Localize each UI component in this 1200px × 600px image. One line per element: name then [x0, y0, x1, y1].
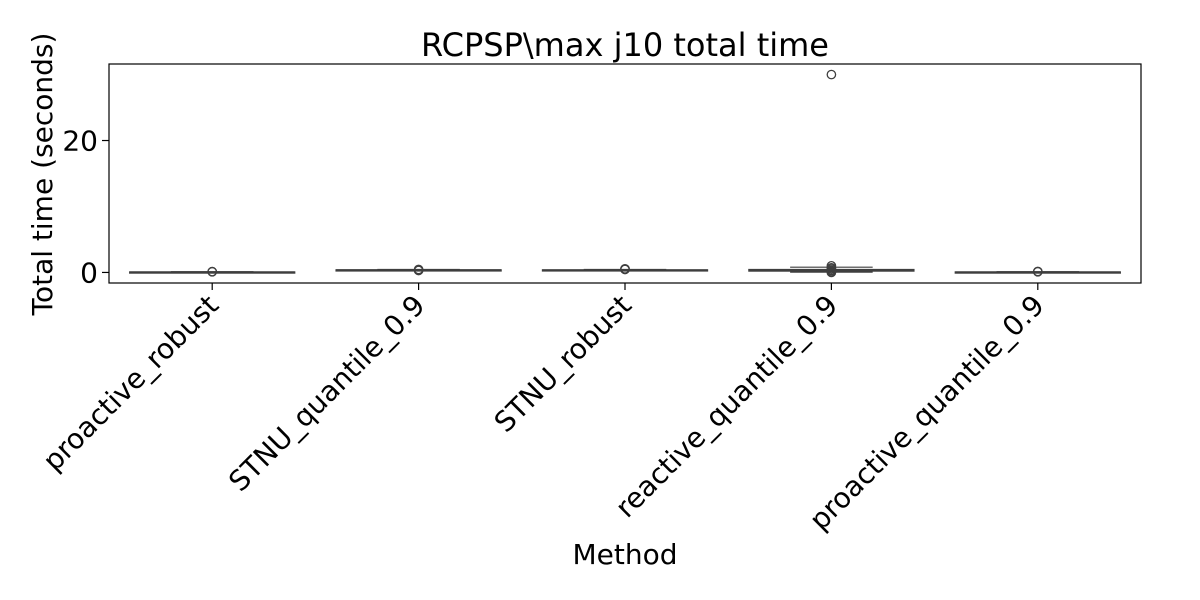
- y-axis: 0 20: [62, 125, 109, 289]
- x-tick-label: proactive_quantile_0.9: [803, 289, 1051, 537]
- outlier-point: [1032, 266, 1043, 277]
- outlier-point: [620, 263, 630, 274]
- x-axis-label: Method: [572, 538, 677, 571]
- outlier-point: [826, 267, 837, 278]
- outlier-point: [826, 69, 837, 80]
- box-group: [335, 264, 502, 276]
- x-tick-label: STNU_quantile_0.9: [222, 289, 431, 498]
- plot-area-frame: [108, 63, 1142, 284]
- x-tick-label: STNU_robust: [488, 289, 638, 439]
- box-group: [541, 263, 709, 275]
- box-group: [129, 266, 296, 277]
- outlier-point: [207, 266, 218, 277]
- box-group: [954, 266, 1121, 277]
- y-tick-label: 20: [62, 125, 98, 158]
- outlier-point: [413, 264, 424, 275]
- x-tick-label: proactive_robust: [36, 289, 225, 478]
- x-tick-label: reactive_quantile_0.9: [609, 289, 844, 524]
- box-series: [129, 69, 1121, 278]
- chart-title: RCPSP\max j10 total time: [421, 26, 829, 64]
- box-group: [748, 69, 915, 278]
- y-tick-label: 0: [80, 256, 98, 289]
- y-axis-label: Total time (seconds): [26, 33, 59, 317]
